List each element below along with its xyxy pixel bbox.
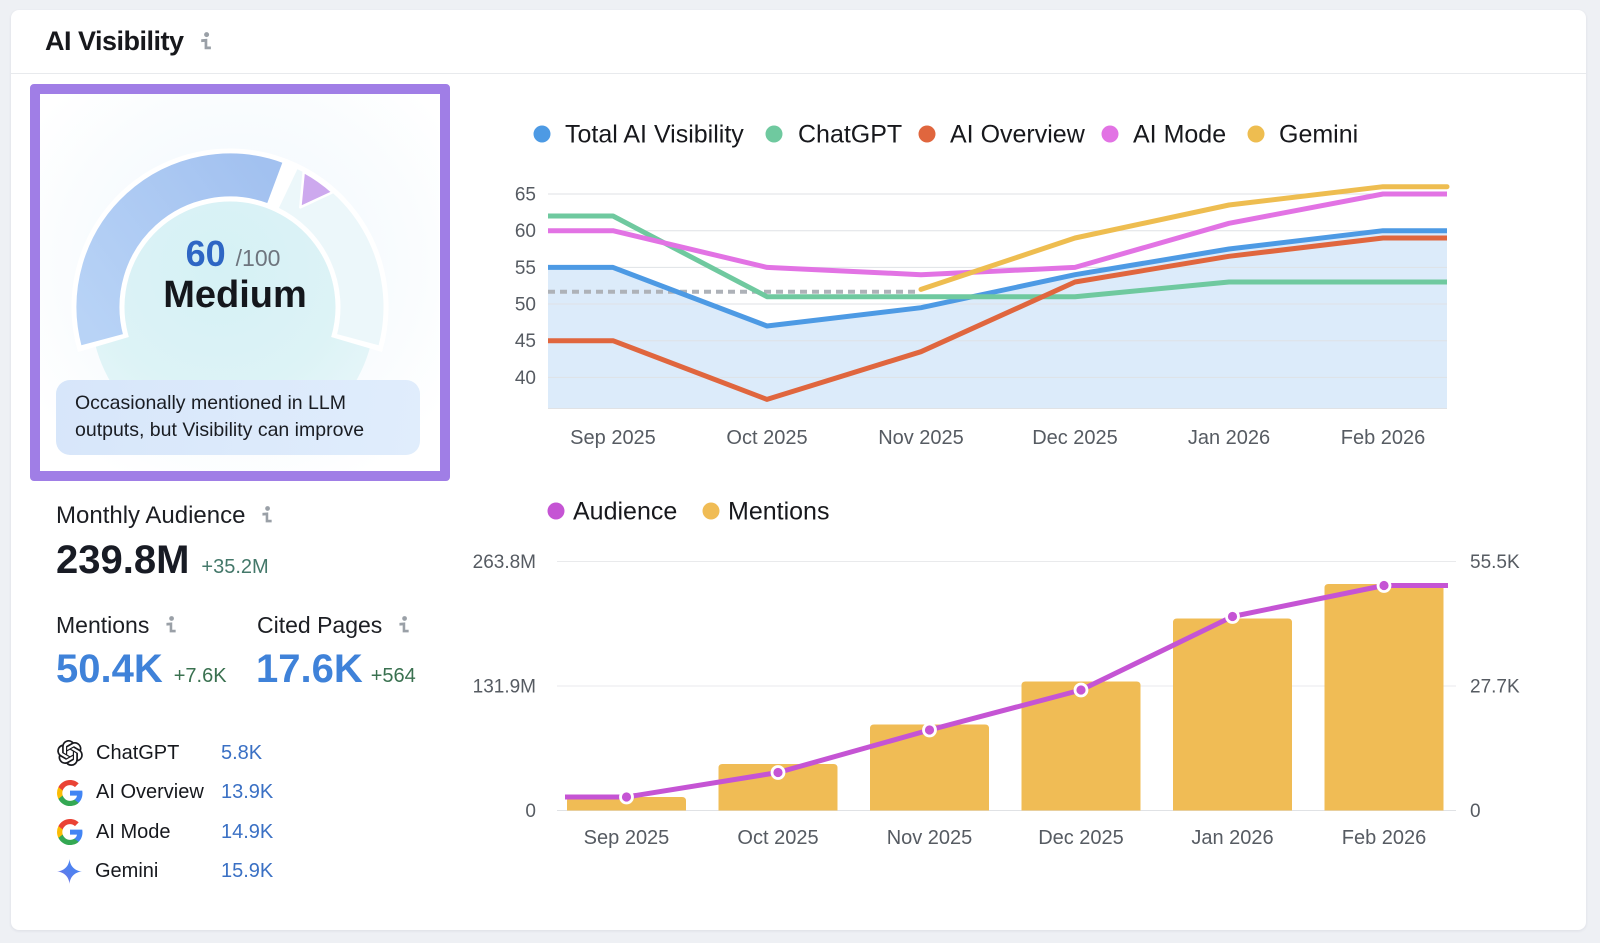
svg-text:Oct 2025: Oct 2025 — [737, 827, 818, 849]
svg-text:Total AI Visibility: Total AI Visibility — [565, 121, 744, 149]
svg-text:0: 0 — [1470, 801, 1481, 822]
svg-text:ChatGPT: ChatGPT — [798, 121, 902, 149]
svg-text:Gemini: Gemini — [1279, 121, 1358, 149]
svg-text:40: 40 — [515, 368, 536, 389]
svg-text:Mentions: Mentions — [728, 498, 829, 526]
svg-text:131.9M: 131.9M — [473, 677, 536, 698]
svg-text:Feb 2026: Feb 2026 — [1341, 427, 1426, 449]
svg-text:Audience: Audience — [573, 498, 677, 526]
svg-text:Feb 2026: Feb 2026 — [1342, 827, 1427, 849]
svg-text:Nov 2025: Nov 2025 — [887, 827, 973, 849]
svg-text:Sep 2025: Sep 2025 — [570, 427, 656, 449]
svg-text:Dec 2025: Dec 2025 — [1032, 427, 1118, 449]
svg-text:Jan 2026: Jan 2026 — [1188, 427, 1270, 449]
svg-text:45: 45 — [515, 331, 536, 352]
svg-text:50: 50 — [515, 295, 536, 316]
svg-text:60: 60 — [515, 221, 536, 242]
svg-text:AI Mode: AI Mode — [1133, 121, 1226, 149]
svg-text:Sep 2025: Sep 2025 — [584, 827, 670, 849]
svg-text:Oct 2025: Oct 2025 — [726, 427, 807, 449]
svg-text:Jan 2026: Jan 2026 — [1191, 827, 1273, 849]
svg-text:65: 65 — [515, 185, 536, 206]
svg-text:AI Overview: AI Overview — [950, 121, 1086, 149]
svg-text:55: 55 — [515, 258, 536, 279]
svg-text:55.5K: 55.5K — [1470, 552, 1520, 573]
svg-text:Nov 2025: Nov 2025 — [878, 427, 964, 449]
svg-text:27.7K: 27.7K — [1470, 677, 1520, 698]
svg-text:263.8M: 263.8M — [473, 552, 536, 573]
svg-text:0: 0 — [525, 801, 536, 822]
svg-text:Dec 2025: Dec 2025 — [1038, 827, 1124, 849]
